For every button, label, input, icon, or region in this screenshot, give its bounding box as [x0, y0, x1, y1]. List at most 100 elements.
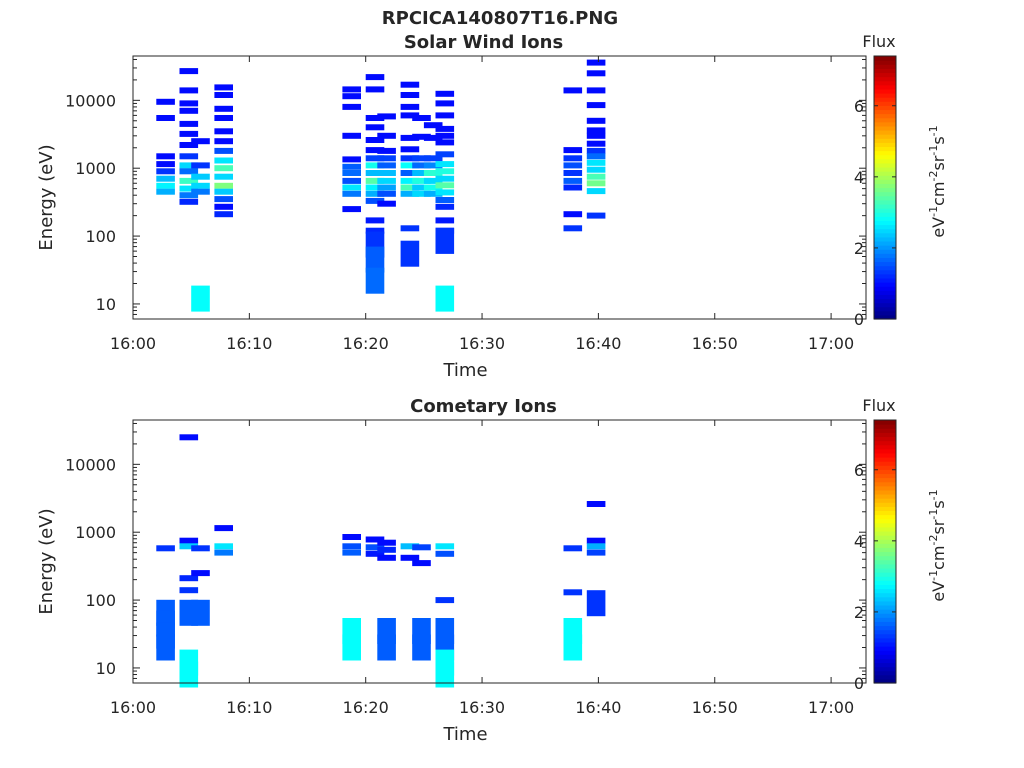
heatmap-cell	[586, 212, 606, 219]
heatmap-cell	[400, 134, 420, 141]
colorbar-segment	[874, 203, 896, 209]
colorbar-segment	[874, 138, 896, 143]
colorbar-segment	[874, 584, 896, 590]
heatmap-cell	[214, 115, 233, 121]
colorbar-segment	[874, 567, 896, 573]
heatmap-cell	[586, 132, 606, 139]
heatmap-cell	[412, 155, 431, 162]
colorbar-tick-label: 0	[854, 674, 864, 693]
heatmap-cell	[365, 190, 385, 197]
heatmap-cell	[342, 206, 361, 213]
heatmap-cell	[365, 147, 385, 154]
colorbar-segment	[874, 420, 896, 425]
heatmap-cell	[412, 177, 431, 184]
y-tick-label: 100	[85, 227, 116, 246]
heatmap-cells	[156, 59, 606, 312]
colorbar-tick-label: 4	[854, 168, 864, 187]
colorbar-segment	[874, 191, 896, 197]
heatmap-cell	[400, 92, 420, 98]
colorbar-segment	[874, 600, 896, 606]
heatmap-cell	[365, 124, 385, 131]
x-tick-label: 16:40	[575, 334, 621, 353]
colorbar-segment	[874, 306, 896, 312]
x-tick-label: 16:30	[459, 698, 505, 717]
heatmap-cell	[412, 544, 431, 551]
colorbar-segment	[874, 551, 896, 557]
x-tick-label: 16:30	[459, 334, 505, 353]
heatmap-cell	[435, 543, 455, 550]
colorbar-segment	[874, 498, 896, 503]
colorbar-segment	[874, 452, 896, 458]
heatmap-cell	[179, 162, 199, 169]
colorbar-segment	[874, 493, 896, 499]
unit-exponent: -1	[927, 509, 940, 520]
unit-base: cm	[929, 182, 948, 206]
heatmap-cell	[563, 589, 583, 596]
panel-1: Cometary Ions 16:00 16:10 16:20 16:30 16:40 16…	[36, 396, 948, 745]
heatmap-cell	[435, 285, 455, 312]
colorbar-segment	[874, 514, 896, 520]
colorbar-segment	[874, 456, 896, 462]
heatmap-cell	[586, 537, 606, 544]
colorbar-segment	[874, 72, 896, 78]
heatmap-cell	[214, 138, 233, 145]
heatmap-cell	[586, 117, 606, 124]
heatmap-cell	[191, 570, 210, 577]
heatmap-cell	[412, 115, 431, 121]
unit-exponent: -1	[927, 489, 940, 500]
heatmap-cell	[435, 139, 455, 146]
heatmap-cell	[214, 543, 233, 550]
unit-base: eV	[929, 581, 948, 602]
colorbar-segment	[874, 485, 896, 491]
heatmap-cell	[365, 170, 385, 176]
colorbar-segment	[874, 216, 896, 221]
heatmap-cell	[377, 634, 396, 661]
y-tick-label: 10000	[65, 91, 116, 110]
heatmap-cell	[563, 225, 583, 232]
heatmap-cell	[412, 560, 431, 567]
heatmap-cell	[400, 554, 420, 561]
heatmap-cell	[365, 115, 385, 121]
heatmap-cell	[563, 211, 583, 218]
heatmap-cell	[156, 153, 175, 160]
colorbar-segment	[874, 461, 896, 466]
colorbar-segment	[874, 60, 896, 65]
colorbar-segment	[874, 617, 896, 622]
heatmap-cell	[214, 196, 233, 203]
unit-exponent: -2	[927, 535, 940, 546]
colorbar-segment	[874, 199, 896, 205]
colorbar-segment	[874, 535, 896, 540]
colorbar-unit-label: eV-1cm-2sr-1s-1	[927, 125, 948, 237]
colorbar-segment	[874, 88, 896, 94]
colorbar-segment	[874, 162, 896, 168]
y-tick-label: 10000	[65, 455, 116, 474]
heatmap-cell	[435, 550, 455, 557]
heatmap-cell	[179, 87, 199, 94]
heatmap-cell	[365, 177, 385, 184]
heatmap-cell	[435, 90, 455, 97]
unit-exponent: -1	[927, 206, 940, 217]
colorbar-segment	[874, 543, 896, 548]
heatmap-cell	[586, 102, 606, 109]
colorbar-segment	[874, 236, 896, 242]
colorbar-tick-label: 4	[854, 532, 864, 551]
x-tick-label: 16:50	[692, 334, 738, 353]
colorbar-segment	[874, 84, 896, 90]
colorbar-segment	[874, 666, 896, 672]
heatmap-cell	[586, 173, 606, 180]
colorbar-segment	[874, 129, 896, 135]
colorbar-segment	[874, 502, 896, 507]
heatmap-cell	[179, 177, 199, 184]
colorbar-segment	[874, 125, 896, 131]
heatmap-cell	[423, 177, 443, 184]
colorbar-segment	[874, 282, 896, 287]
colorbar-segment	[874, 166, 896, 172]
heatmap-cell	[214, 128, 233, 135]
heatmap-cell	[563, 162, 583, 169]
colorbar-segment	[874, 506, 896, 512]
x-tick-label: 16:10	[226, 334, 272, 353]
y-tick-label: 100	[85, 591, 116, 610]
heatmap-cell	[342, 177, 361, 184]
